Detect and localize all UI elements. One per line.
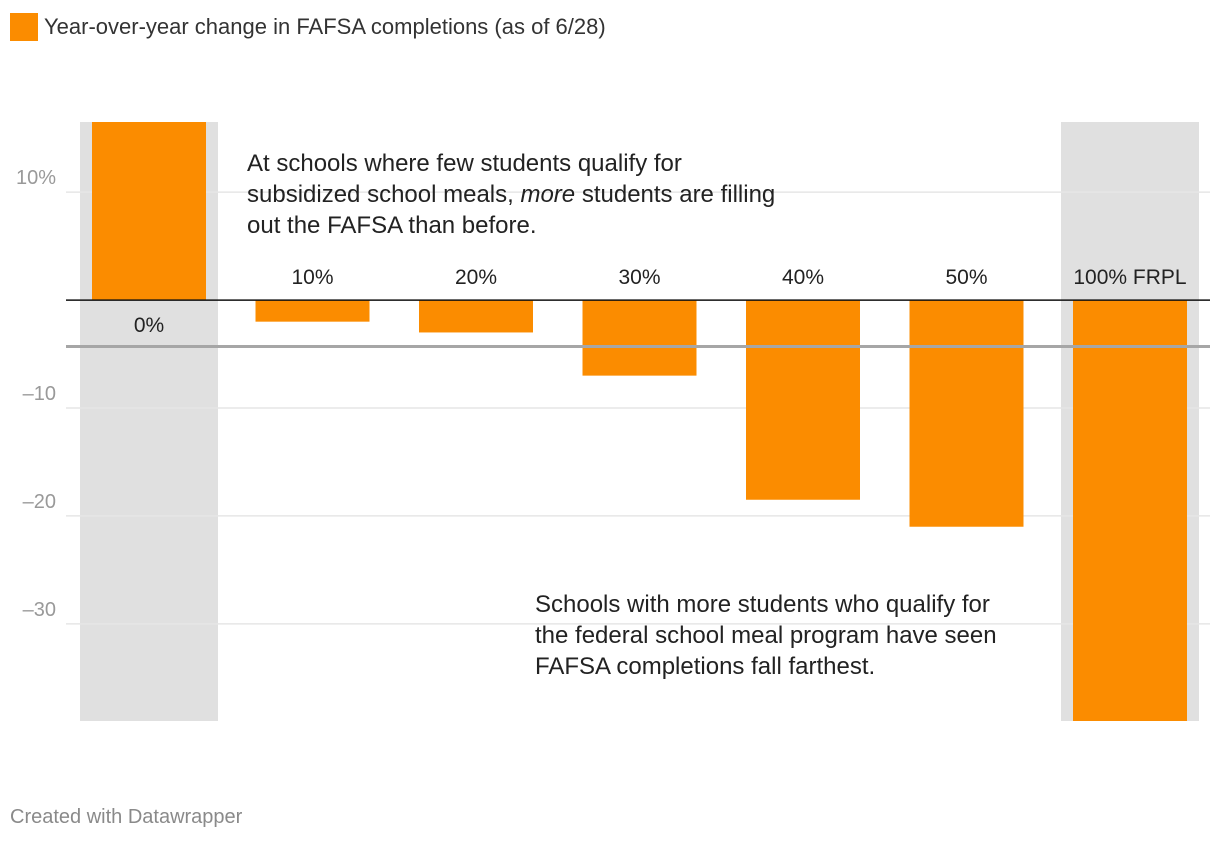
annotation-line: At schools where few students qualify fo… — [247, 148, 867, 179]
bar — [255, 300, 370, 322]
annotation-text: the federal school meal program have see… — [535, 622, 997, 649]
y-tick-label: –30 — [23, 599, 56, 621]
category-label: 0% — [134, 314, 164, 337]
annotation-text: Schools with more students who qualify f… — [535, 591, 990, 618]
y-tick-label: –10 — [23, 383, 56, 405]
annotation-line: out the FAFSA than before. — [247, 210, 867, 241]
annotation-text: subsidized school meals, — [247, 181, 521, 208]
category-label: 100% FRPL — [1073, 266, 1186, 289]
category-label: 10% — [291, 266, 333, 289]
bar — [419, 300, 533, 333]
annotation-line: subsidized school meals, more students a… — [247, 179, 867, 210]
category-label: 40% — [782, 266, 824, 289]
y-tick-label: –20 — [23, 491, 56, 513]
annotation-line: FAFSA completions fall farthest. — [535, 651, 1095, 682]
credit: Created with Datawrapper — [10, 806, 243, 828]
category-label: 50% — [945, 266, 987, 289]
category-label: 30% — [618, 266, 660, 289]
bar — [746, 300, 860, 500]
annotation-emphasis: more — [520, 181, 576, 208]
bar — [909, 300, 1024, 527]
annotation-top: At schools where few students qualify fo… — [247, 148, 867, 241]
bar — [1073, 300, 1187, 721]
annotation-bottom: Schools with more students who qualify f… — [535, 589, 1095, 682]
reference-lines — [66, 299, 1210, 348]
annotation-line: the federal school meal program have see… — [535, 620, 1095, 651]
bars — [92, 122, 1187, 721]
annotation-text: At schools where few students qualify fo… — [247, 150, 682, 177]
bar — [582, 300, 697, 376]
category-labels: 10% –10 –20 –30 0% 10% 20% 30% 40% 50% 100% FRPL — [16, 167, 1187, 621]
annotation-text: out the FAFSA than before. — [247, 212, 537, 239]
annotation-text: students are filling — [575, 181, 776, 208]
gridlines — [66, 191, 1210, 625]
legend: Year-over-year change in FAFSA completio… — [10, 12, 606, 42]
legend-swatch — [10, 13, 38, 41]
bar — [92, 122, 206, 301]
legend-label: Year-over-year change in FAFSA completio… — [44, 14, 606, 39]
annotation-text: FAFSA completions fall farthest. — [535, 653, 876, 680]
y-tick-label: 10% — [16, 167, 56, 189]
annotation-line: Schools with more students who qualify f… — [535, 589, 1095, 620]
category-label: 20% — [455, 266, 497, 289]
